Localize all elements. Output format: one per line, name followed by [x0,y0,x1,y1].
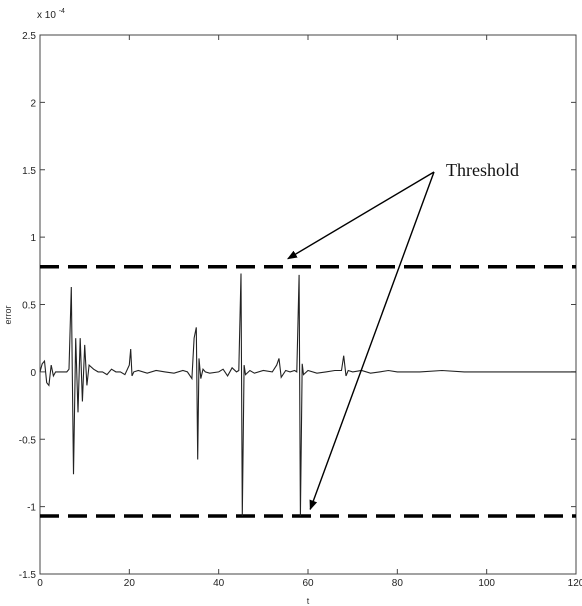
y-tick-label: 1.5 [22,166,36,177]
x-axis-label: t [307,596,310,606]
arrow-to-lower-threshold [309,171,435,511]
y-tick-label: 1 [30,233,36,244]
x-tick-label: 60 [302,578,314,589]
y-multiplier-exponent: -4 [59,8,65,15]
x-tick-label: 120 [568,578,582,589]
error-series-line [39,273,576,517]
y-tick-label: -1 [27,503,36,514]
threshold-annotation-text: Threshold [446,160,519,180]
y-tick-label: 2 [30,98,36,109]
y-multiplier-base: x 10 [37,10,56,21]
y-tick-label: 0.5 [22,301,36,312]
y-tick-label: -0.5 [19,435,37,446]
y-tick-label: -1.5 [19,570,37,581]
y-tick-label: 0 [30,368,36,379]
arrow-to-upper-threshold [287,171,435,260]
x-tick-label: 80 [392,578,404,589]
x-tick-label: 40 [213,578,225,589]
x-tick-label: 20 [124,578,136,589]
y-tick-label: 2.5 [22,31,36,42]
x-tick-label: 0 [37,578,43,589]
y-axis-label: error [3,305,13,324]
x-tick-label: 100 [478,578,495,589]
plot-frame [39,34,577,575]
y-multiplier-label: x 10 -4 [37,8,65,21]
